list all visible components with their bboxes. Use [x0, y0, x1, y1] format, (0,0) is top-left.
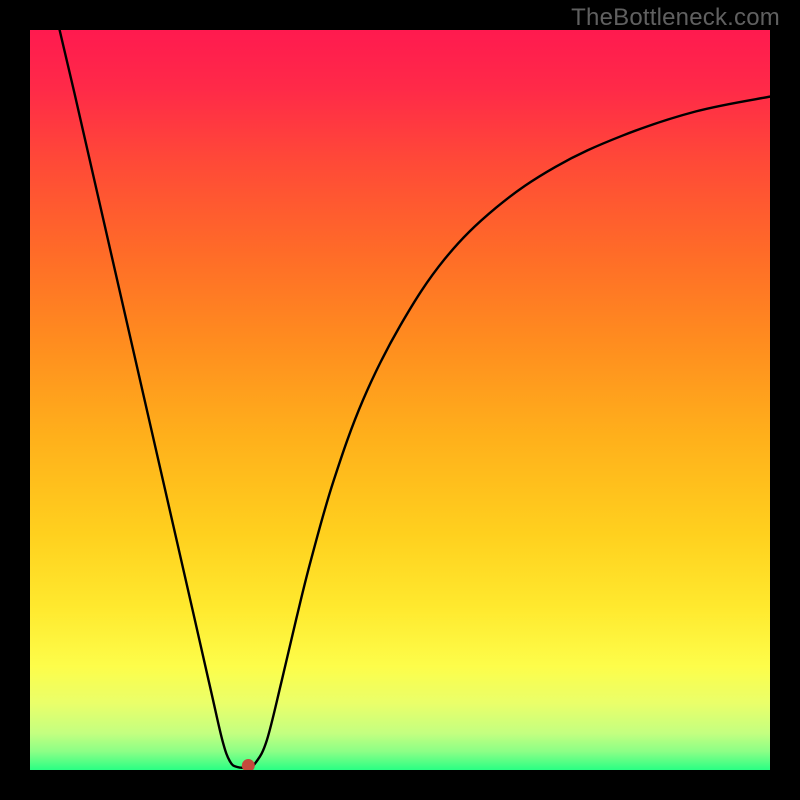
watermark-text: TheBottleneck.com — [571, 4, 780, 32]
outer-frame: TheBottleneck.com — [0, 0, 800, 800]
bottleneck-curve — [60, 30, 770, 768]
curve-layer — [30, 30, 770, 770]
minimum-marker — [242, 759, 255, 770]
plot-area — [30, 30, 770, 770]
